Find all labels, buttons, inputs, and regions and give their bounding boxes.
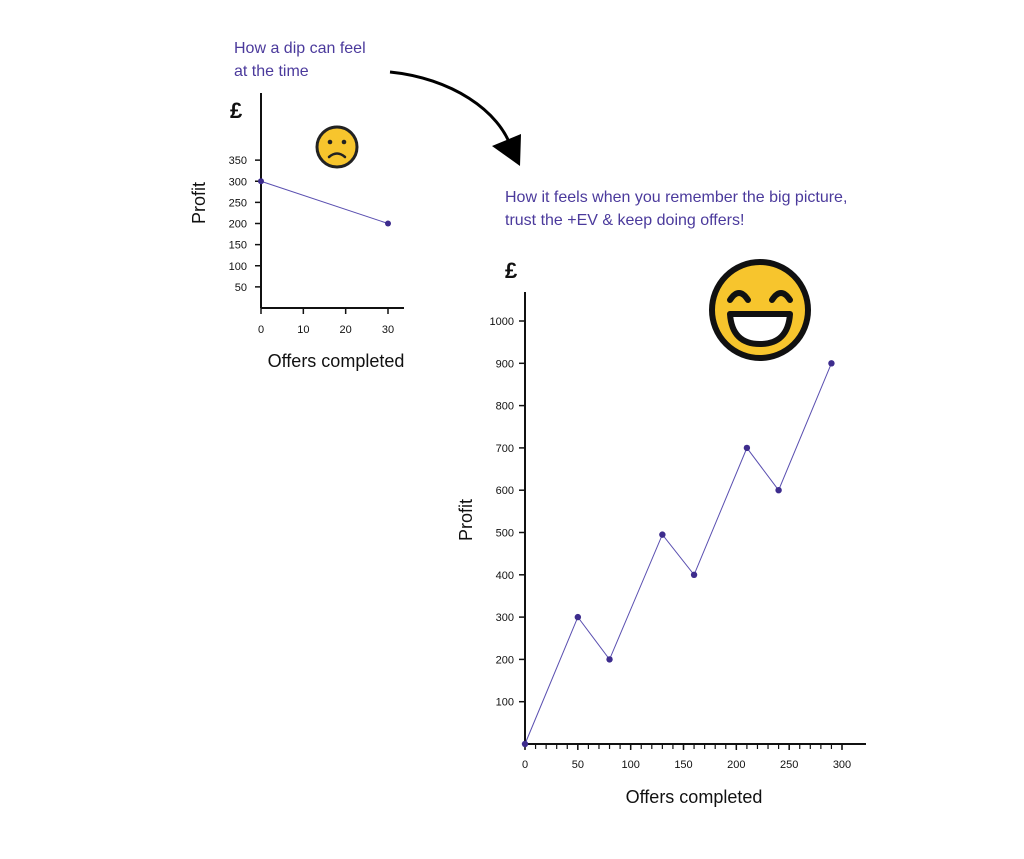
big-caption-line-2: trust the +EV & keep doing offers! bbox=[505, 212, 745, 229]
big-picture-caption: How it feels when you remember the big p… bbox=[505, 186, 925, 232]
data-point bbox=[690, 571, 698, 578]
data-point bbox=[385, 220, 391, 227]
laughing-face-icon bbox=[709, 259, 811, 361]
x-tick-label: 200 bbox=[727, 759, 745, 771]
dip-caption: How a dip can feel at the time bbox=[234, 37, 434, 83]
dip-caption-line-1: How a dip can feel bbox=[234, 40, 366, 57]
y-tick-label: 600 bbox=[496, 485, 514, 497]
y-axis-title: Profit bbox=[189, 182, 209, 224]
x-tick-label: 0 bbox=[258, 324, 264, 336]
dip-caption-line-2: at the time bbox=[234, 63, 309, 80]
x-tick-label: 0 bbox=[522, 759, 528, 771]
x-tick-label: 10 bbox=[297, 324, 309, 336]
y-tick-label: 100 bbox=[496, 697, 514, 709]
x-tick-label: 50 bbox=[572, 759, 584, 771]
data-point bbox=[775, 487, 782, 494]
y-tick-label: 50 bbox=[235, 282, 247, 294]
sad-face-icon bbox=[315, 125, 359, 169]
x-tick-label: 150 bbox=[674, 759, 692, 771]
x-tick-label: 100 bbox=[621, 759, 639, 771]
y-tick-label: 350 bbox=[229, 155, 247, 167]
y-tick-label: 200 bbox=[229, 219, 247, 231]
curved-arrow-icon bbox=[389, 70, 521, 166]
big-caption-line-1: How it feels when you remember the big p… bbox=[505, 189, 848, 206]
big-picture-chart: £ Profit Offers completed 0 50 100 150 200 25… bbox=[456, 258, 866, 807]
y-tick-label: 900 bbox=[496, 358, 514, 370]
y-tick-label: 200 bbox=[496, 654, 514, 666]
y-tick-label: 700 bbox=[496, 443, 514, 455]
series-line bbox=[524, 363, 832, 745]
data-point bbox=[828, 360, 835, 367]
dip-chart: £ Profit Offers completed 0 10 20 30 50 100 15… bbox=[189, 93, 404, 371]
y-tick-label: 300 bbox=[496, 612, 514, 624]
y-axis-title: Profit bbox=[456, 499, 476, 541]
data-point bbox=[258, 178, 264, 185]
currency-symbol: £ bbox=[505, 258, 518, 283]
data-point bbox=[521, 740, 529, 748]
x-tick-label: 300 bbox=[833, 759, 851, 771]
y-tick-label: 800 bbox=[496, 401, 514, 413]
x-axis-title: Offers completed bbox=[268, 351, 405, 371]
data-point bbox=[574, 613, 582, 621]
x-tick-label: 250 bbox=[780, 759, 798, 771]
y-tick-label: 100 bbox=[229, 261, 247, 273]
data-point bbox=[743, 444, 751, 452]
y-tick-label: 500 bbox=[496, 528, 514, 540]
series-line bbox=[260, 180, 389, 224]
currency-symbol: £ bbox=[230, 98, 243, 123]
data-point bbox=[606, 656, 613, 663]
data-point bbox=[659, 531, 666, 538]
y-tick-label: 400 bbox=[496, 570, 514, 582]
y-tick-label: 300 bbox=[229, 176, 247, 188]
x-tick-label: 30 bbox=[382, 324, 394, 336]
y-tick-label: 1000 bbox=[490, 316, 514, 328]
x-axis-title: Offers completed bbox=[626, 787, 763, 807]
y-tick-label: 250 bbox=[229, 197, 247, 209]
y-tick-label: 150 bbox=[229, 240, 247, 252]
x-tick-label: 20 bbox=[340, 324, 352, 336]
